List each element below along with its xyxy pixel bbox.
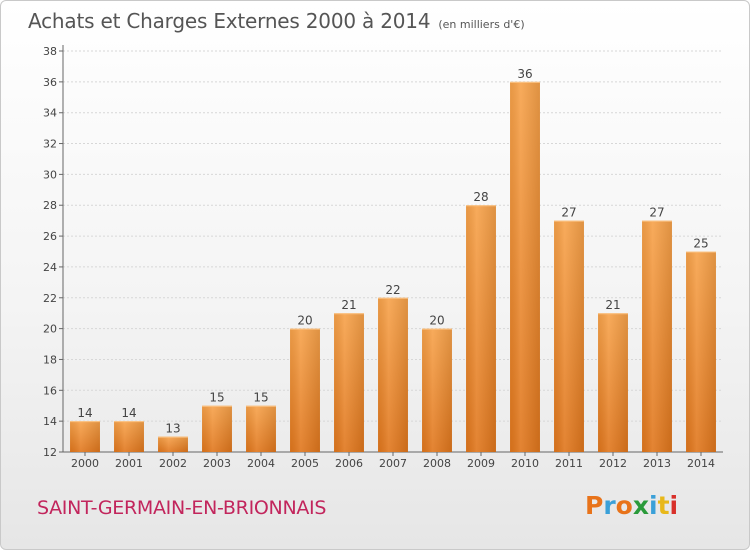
y-tick-label: 12 <box>43 446 57 459</box>
logo-letter: i <box>669 491 679 520</box>
proxiti-logo: Proxiti <box>585 491 678 520</box>
bar-shade <box>510 81 540 452</box>
chart-title: Achats et Charges Externes 2000 à 2014 (e… <box>28 9 525 33</box>
x-tick-label: 2002 <box>159 457 187 470</box>
bars <box>70 81 716 452</box>
bar-shade <box>422 328 452 452</box>
data-label: 22 <box>385 283 400 297</box>
data-label: 15 <box>209 391 224 405</box>
data-label: 27 <box>649 206 664 220</box>
bar-shade <box>246 405 276 452</box>
logo-letter: t <box>657 491 670 520</box>
logo-letter: i <box>649 491 658 520</box>
x-tick-label: 2006 <box>335 457 363 470</box>
x-tick-label: 2001 <box>115 457 143 470</box>
data-labels: 14 14 13 15 15 20 21 22 20 28 36 27 21 27 25 <box>77 67 708 436</box>
bar-shade <box>70 421 100 452</box>
x-tick-label: 2009 <box>467 457 495 470</box>
bar-shade <box>290 328 320 452</box>
data-label: 21 <box>605 298 620 312</box>
x-tick-label: 2011 <box>555 457 583 470</box>
y-tick-label: 28 <box>43 199 57 212</box>
data-label: 14 <box>77 406 92 420</box>
data-label: 27 <box>561 206 576 220</box>
y-tick-label: 38 <box>43 45 57 58</box>
data-label: 28 <box>473 190 488 204</box>
bar-shade <box>686 251 716 452</box>
data-label: 36 <box>517 67 532 81</box>
data-label: 25 <box>693 237 708 251</box>
data-label: 20 <box>429 314 444 328</box>
logo-letter: P <box>585 491 604 520</box>
y-tick-label: 34 <box>43 107 57 120</box>
x-tick-label: 2010 <box>511 457 539 470</box>
y-tick-label: 26 <box>43 230 57 243</box>
y-tick-label: 16 <box>43 384 57 397</box>
data-label: 13 <box>165 422 180 436</box>
bar-shade <box>642 220 672 452</box>
x-tick-label: 2004 <box>247 457 275 470</box>
y-tick-label: 24 <box>43 261 57 274</box>
x-tick-label: 2007 <box>379 457 407 470</box>
bar-shade <box>114 421 144 452</box>
x-tick-label: 2008 <box>423 457 451 470</box>
chart-unit: (en milliers d'€) <box>438 18 525 31</box>
chart-title-text: Achats et Charges Externes 2000 à 2014 <box>28 9 431 33</box>
y-tick-label: 18 <box>43 353 57 366</box>
x-tick-label: 2013 <box>643 457 671 470</box>
y-tick-label: 22 <box>43 292 57 305</box>
commune-name: SAINT-GERMAIN-EN-BRIONNAIS <box>37 497 327 519</box>
logo-letter: x <box>632 491 649 520</box>
x-tick-label: 2005 <box>291 457 319 470</box>
bar-shade <box>202 405 232 452</box>
data-label: 20 <box>297 314 312 328</box>
y-tick-label: 30 <box>43 168 57 181</box>
bar-shade <box>598 313 628 452</box>
y-tick-label: 20 <box>43 323 57 336</box>
x-tick-label: 2014 <box>687 457 715 470</box>
x-tick-label: 2003 <box>203 457 231 470</box>
grid-lines <box>63 50 723 453</box>
bar-shade <box>466 205 496 452</box>
x-tick-label: 2000 <box>71 457 99 470</box>
bar-shade <box>334 313 364 452</box>
y-tick-label: 36 <box>43 76 57 89</box>
y-tick-label: 14 <box>43 415 57 428</box>
logo-letter: r <box>603 491 616 520</box>
y-tick-label: 32 <box>43 138 57 151</box>
data-label: 15 <box>253 391 268 405</box>
data-label: 14 <box>121 406 136 420</box>
bar-shade <box>554 220 584 452</box>
axes: 12 14 16 18 20 22 24 26 28 30 32 34 36 38 2000 2001 2002… <box>43 45 723 470</box>
x-tick-label: 2012 <box>599 457 627 470</box>
bar-shade <box>158 436 188 452</box>
bar-shade <box>378 297 408 452</box>
logo-letter: o <box>615 491 633 520</box>
data-label: 21 <box>341 298 356 312</box>
